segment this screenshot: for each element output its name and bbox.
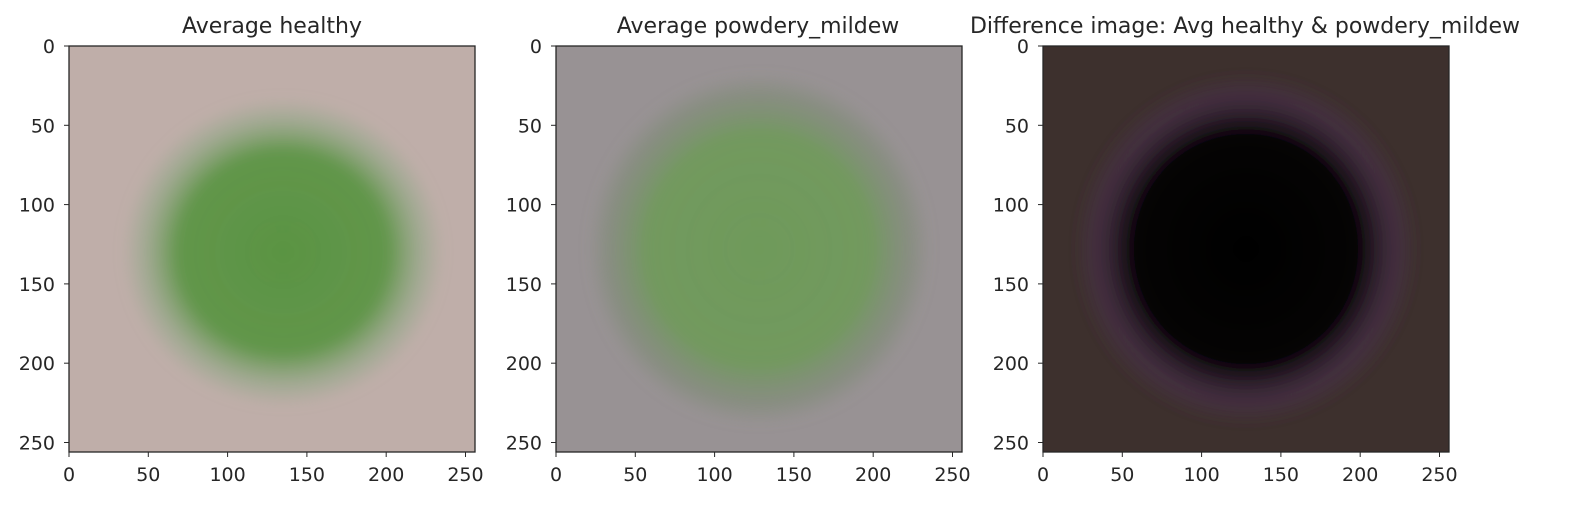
panel-1: Average healthy 0 50 100 150 200 250 0 50 100 150 2…: [19, 14, 484, 486]
image-area: [1043, 46, 1449, 452]
y-tick-label-150: 150: [19, 274, 55, 296]
leaf-blob: [1074, 73, 1418, 425]
y-tick-label-100: 100: [19, 195, 55, 217]
y-tick-label-200: 200: [19, 353, 55, 375]
y-tick-label-50: 50: [518, 115, 542, 137]
y-tick-label-100: 100: [993, 195, 1029, 217]
x-tick-label-100: 100: [696, 464, 732, 486]
x-tick-label-50: 50: [1110, 464, 1134, 486]
x-tick-label-50: 50: [136, 464, 160, 486]
y-tick-label-0: 0: [1017, 36, 1029, 58]
y-tick-label-250: 250: [506, 432, 542, 454]
axes-frame: [1042, 45, 1450, 453]
x-tick-label-50: 50: [623, 464, 647, 486]
y-tick-label-150: 150: [506, 274, 542, 296]
y-tick-label-100: 100: [506, 195, 542, 217]
y-tick-label-250: 250: [993, 432, 1029, 454]
x-tick-label-0: 0: [63, 464, 75, 486]
y-tick-label-50: 50: [31, 115, 55, 137]
y-tick-label-250: 250: [19, 432, 55, 454]
x-tick-label-250: 250: [1421, 464, 1457, 486]
panel-3: Difference image: Avg healthy & powdery_…: [970, 14, 1520, 486]
leaf-blob: [587, 73, 931, 425]
panel-title: Average powdery_mildew: [617, 14, 899, 39]
x-tick-label-150: 150: [776, 464, 812, 486]
x-tick-label-0: 0: [550, 464, 562, 486]
panel-title: Average healthy: [182, 14, 362, 39]
y-tick-label-200: 200: [506, 353, 542, 375]
image-area: [556, 46, 962, 452]
y-tick-label-150: 150: [993, 274, 1029, 296]
x-tick-label-250: 250: [447, 464, 483, 486]
y-tick-label-200: 200: [993, 353, 1029, 375]
x-tick-label-200: 200: [368, 464, 404, 486]
y-tick-label-0: 0: [43, 36, 55, 58]
y-tick-label-50: 50: [1005, 115, 1029, 137]
panel-2: Average powdery_mildew 0 50 100 150 200 250 0 50…: [506, 14, 971, 486]
y-tick-label-0: 0: [530, 36, 542, 58]
axes-frame: [68, 45, 476, 453]
x-tick-label-200: 200: [1342, 464, 1378, 486]
axes-frame: [555, 45, 963, 453]
x-tick-label-150: 150: [289, 464, 325, 486]
x-tick-label-200: 200: [855, 464, 891, 486]
x-tick-label-100: 100: [209, 464, 245, 486]
x-tick-label-100: 100: [1183, 464, 1219, 486]
panel-title: Difference image: Avg healthy & powdery_…: [970, 14, 1520, 39]
x-tick-label-250: 250: [934, 464, 970, 486]
leaf-blob: [122, 98, 444, 407]
x-tick-label-0: 0: [1037, 464, 1049, 486]
x-tick-label-150: 150: [1263, 464, 1299, 486]
image-area: [69, 46, 475, 452]
